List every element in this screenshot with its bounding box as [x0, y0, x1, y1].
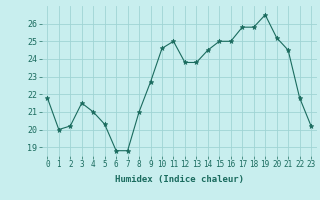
- X-axis label: Humidex (Indice chaleur): Humidex (Indice chaleur): [115, 175, 244, 184]
